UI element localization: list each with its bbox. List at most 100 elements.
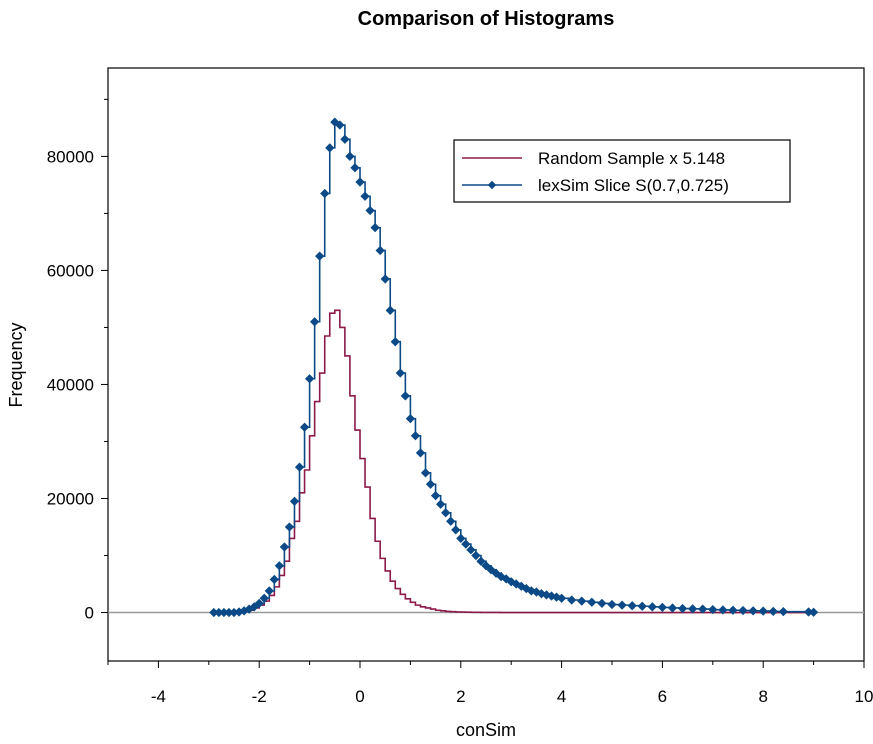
data-point — [647, 602, 657, 612]
data-point — [360, 191, 370, 201]
legend: Random Sample x 5.148 lexSim Slice S(0.7,… — [453, 139, 791, 203]
data-point — [718, 605, 728, 615]
data-point — [587, 597, 597, 607]
data-point — [496, 571, 506, 582]
y-tick-label: 80000 — [47, 147, 94, 166]
data-point — [436, 499, 446, 509]
data-point — [677, 603, 688, 614]
data-point — [310, 317, 320, 327]
data-point — [430, 491, 441, 501]
data-point — [330, 117, 340, 127]
data-point — [254, 598, 264, 609]
data-point — [355, 177, 365, 187]
data-point — [556, 593, 567, 603]
data-point — [269, 574, 279, 585]
data-point — [461, 539, 471, 549]
x-tick-label: -2 — [252, 687, 267, 706]
data-point — [688, 604, 698, 614]
x-tick-label: 0 — [355, 687, 364, 706]
data-point — [400, 391, 410, 401]
chart-title: Comparison of Histograms — [358, 8, 615, 30]
data-point — [451, 525, 461, 535]
data-point — [405, 414, 416, 424]
data-point — [294, 462, 305, 472]
legend-label: lexSim Slice S(0.7,0.725) — [538, 176, 729, 195]
data-point — [758, 606, 768, 616]
data-point — [304, 374, 315, 384]
data-point — [390, 337, 400, 347]
data-point — [264, 586, 274, 596]
data-point — [259, 593, 269, 603]
data-point — [380, 274, 390, 284]
y-axis-label: Frequency — [6, 322, 26, 407]
data-point — [420, 468, 431, 478]
x-axis-label: conSim — [456, 720, 516, 740]
x-tick-label: 4 — [557, 687, 566, 706]
data-point — [738, 605, 748, 616]
data-point — [541, 590, 552, 600]
data-point — [491, 568, 501, 578]
data-point — [607, 599, 617, 610]
series-lexsim-slice — [209, 117, 819, 618]
data-point — [289, 496, 300, 506]
data-point — [410, 431, 421, 441]
data-point — [667, 603, 678, 613]
data-point — [536, 589, 547, 599]
data-point — [320, 188, 330, 199]
data-point — [385, 305, 395, 315]
data-point — [577, 596, 587, 606]
data-point — [340, 134, 350, 144]
data-point — [335, 120, 345, 130]
data-point — [637, 601, 647, 611]
data-point — [315, 251, 325, 261]
data-point — [546, 591, 557, 601]
data-point — [441, 508, 451, 518]
y-tick-label: 60000 — [47, 261, 94, 280]
data-point — [486, 565, 496, 575]
data-point — [370, 223, 380, 233]
x-tick-label: 2 — [456, 687, 465, 706]
x-tick-label: 6 — [658, 687, 667, 706]
data-point — [728, 605, 738, 615]
data-point — [748, 606, 758, 616]
x-tick-label: -4 — [151, 687, 166, 706]
y-tick-label: 40000 — [47, 375, 94, 394]
data-point — [778, 607, 788, 617]
legend-box — [453, 139, 791, 203]
data-point — [567, 595, 577, 605]
data-point — [415, 448, 426, 458]
series-layer — [209, 117, 819, 618]
data-point — [768, 606, 778, 617]
data-point — [279, 542, 290, 552]
data-point — [375, 245, 385, 256]
data-point — [425, 479, 436, 489]
data-point — [284, 522, 295, 532]
data-point — [299, 422, 310, 432]
data-point — [627, 601, 637, 611]
data-point — [698, 604, 708, 614]
data-point — [708, 605, 718, 615]
data-point — [325, 143, 335, 153]
data-point — [551, 592, 562, 602]
data-point — [274, 561, 284, 571]
data-point — [617, 600, 627, 610]
data-point — [808, 607, 819, 617]
legend-marker — [487, 180, 497, 190]
axes-layer: -4 -2 0 2 4 6 8 10 0 20000 40000 60000 80000 — [47, 98, 873, 706]
data-point — [365, 205, 375, 216]
y-tick-label: 20000 — [47, 489, 94, 508]
data-point — [395, 368, 405, 378]
data-point — [657, 602, 668, 613]
data-point — [345, 151, 355, 162]
plot-frame — [107, 67, 865, 662]
data-point — [446, 516, 456, 526]
x-tick-label: 10 — [855, 687, 873, 706]
y-tick-label: 0 — [85, 604, 94, 623]
x-tick-label: 8 — [758, 687, 767, 706]
data-point — [476, 556, 486, 566]
data-point — [471, 550, 481, 561]
legend-label: Random Sample x 5.148 — [538, 149, 725, 168]
data-point — [481, 561, 491, 571]
data-point — [466, 545, 476, 555]
